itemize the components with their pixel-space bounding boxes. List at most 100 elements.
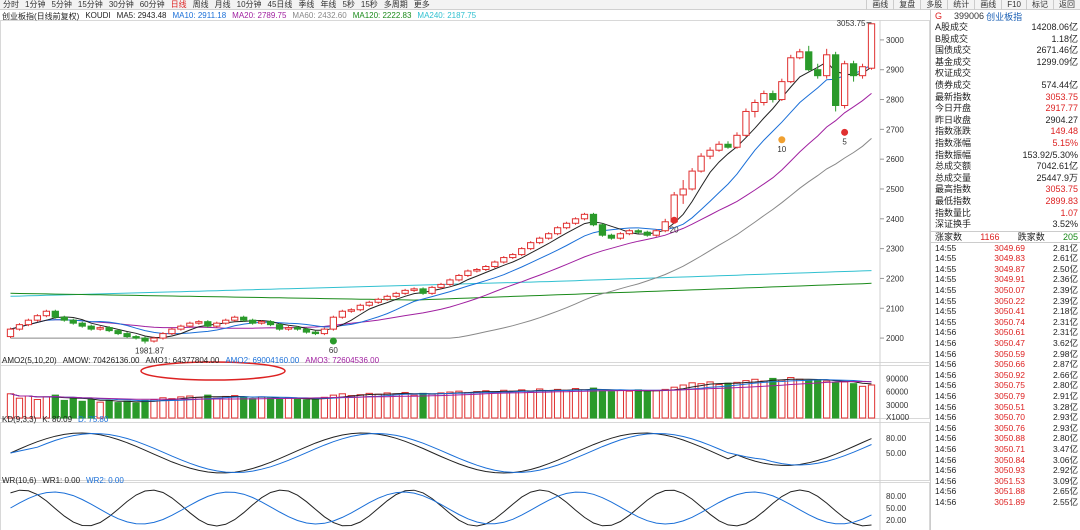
toolbar-button[interactable]: 复盘 (893, 0, 920, 10)
legend-ma10: MA10: 2911.18 (172, 11, 227, 20)
volume-bar (266, 397, 275, 419)
volume-bar (518, 389, 526, 419)
tick-amount: 2.87亿 (1052, 359, 1078, 370)
volume-bar (293, 398, 302, 419)
volume-bar (625, 390, 633, 419)
y-tick-label: 2000 (886, 334, 904, 343)
period-tab[interactable]: 1分钟 (25, 0, 46, 9)
candle-body (787, 57, 795, 83)
tick-row: 14:56 3051.88 2.65亿 (931, 486, 1080, 497)
kd-tick-label: 80.00 (886, 434, 907, 443)
volume-bar (634, 389, 642, 419)
candle-body (123, 333, 131, 338)
tick-price: 3050.59 (994, 348, 1025, 359)
period-tab[interactable]: 更多 (413, 0, 430, 9)
period-tab[interactable]: 年线 (320, 0, 337, 9)
candle-body (858, 66, 867, 77)
toolbar-button[interactable]: 返回 (1053, 0, 1080, 10)
up-count: 1166 (980, 231, 1000, 242)
amo-tick-label: 30000 (886, 401, 909, 410)
tick-amount: 3.62亿 (1052, 338, 1078, 349)
volume-bar (213, 397, 221, 419)
tick-time: 14:56 (935, 465, 957, 476)
volume-bar (679, 384, 687, 419)
toolbar-button[interactable]: F10 (1001, 0, 1026, 10)
marker-20-label: 20 (670, 225, 679, 234)
toolbar-button[interactable]: 画线 (866, 0, 893, 10)
period-tab[interactable]: 60分钟 (139, 0, 165, 9)
wr-tick-label: 20.00 (886, 516, 907, 525)
period-tab[interactable]: 季线 (298, 0, 315, 9)
period-tab[interactable]: 月线 (214, 0, 231, 9)
y-tick-label: 3000 (886, 36, 904, 45)
period-tab[interactable]: 多周期 (383, 0, 408, 9)
chart-area[interactable]: 3000 2900 2800 2700 2600 2500 2400 2300 2200 2100… (0, 10, 930, 530)
volume-bar (751, 378, 759, 419)
volume-bar (33, 399, 42, 419)
period-tab[interactable]: 周线 (192, 0, 209, 9)
volume-bar (509, 390, 517, 419)
marker-20-dot (670, 216, 678, 224)
kd-k: K: 80.09 (42, 415, 73, 424)
candle-body (24, 319, 33, 326)
tick-time: 14:56 (935, 433, 957, 444)
tick-row: 14:56 3050.66 2.87亿 (931, 359, 1080, 370)
quote-value: 5.15% (1052, 137, 1078, 148)
candle-body (204, 321, 212, 327)
quote-row: 最低指数 2899.83 (931, 196, 1080, 208)
volume-bar (249, 398, 257, 419)
period-tab[interactable]: 15秒 (360, 0, 378, 9)
toolbar-button[interactable]: 统计 (947, 0, 974, 10)
tick-amount: 2.93亿 (1052, 422, 1078, 433)
tick-price: 3050.71 (994, 443, 1025, 454)
volume-bar (141, 399, 149, 419)
candle-body (733, 134, 741, 148)
candle-body (571, 218, 580, 224)
volume-bar (840, 381, 849, 419)
period-tab[interactable]: 分时 (3, 0, 19, 9)
tick-row: 14:55 3050.74 2.31亿 (931, 317, 1080, 328)
toolbar-button[interactable]: 画线 (974, 0, 1001, 10)
volume-bar (410, 394, 418, 419)
quote-row: 基金成交 1299.09亿 (931, 57, 1080, 69)
chart-svg[interactable]: 3000 2900 2800 2700 2600 2500 2400 2300 2200 2100… (0, 10, 930, 530)
tick-price: 3051.88 (994, 486, 1025, 497)
period-tab[interactable]: 5分钟 (51, 0, 72, 9)
volume-bar (195, 396, 203, 419)
volume-bar (733, 381, 741, 419)
amo-legend: AMO2(5,10,20) AMOW: 70426136.00 AMO1: 64… (2, 356, 379, 365)
tick-price: 3049.83 (994, 253, 1025, 264)
toolbar-button[interactable]: 标记 (1026, 0, 1053, 10)
volume-bar (455, 390, 463, 419)
quote-row: 指数涨跌 149.48 (931, 126, 1080, 138)
marker-10-label: 10 (777, 145, 786, 154)
period-tab[interactable]: 15分钟 (77, 0, 103, 9)
volume-bar (464, 391, 472, 419)
period-tab[interactable]: 日线 (170, 0, 187, 9)
toolbar-button[interactable]: 多股 (920, 0, 947, 10)
candle-body (186, 322, 194, 327)
volume-bar (858, 385, 867, 419)
tick-price: 3050.61 (994, 327, 1025, 338)
volume-bar (553, 388, 562, 419)
tick-price: 3050.92 (994, 369, 1025, 380)
period-tab[interactable]: 10分钟 (236, 0, 262, 9)
tick-list[interactable]: 14:55 3049.69 2.81亿 14:55 3049.83 2.61亿 14:55 3… (931, 243, 1080, 508)
legend-ma120: MA120: 2222.83 (352, 11, 412, 20)
tick-row: 14:56 3050.47 3.62亿 (931, 338, 1080, 349)
quote-tag: G (935, 11, 943, 21)
period-tab[interactable]: 30分钟 (108, 0, 134, 9)
volume-bar (823, 380, 831, 419)
candle-body (491, 261, 499, 268)
tick-amount: 2.80亿 (1052, 380, 1078, 391)
ma60-line (10, 138, 872, 339)
period-tab[interactable]: 45日线 (267, 0, 293, 9)
candle-body (132, 336, 140, 339)
tick-time: 14:56 (935, 327, 957, 338)
period-tab[interactable]: 5秒 (342, 0, 355, 9)
panel-frame (0, 422, 930, 481)
volume-bar (51, 394, 59, 419)
ma5-line (10, 61, 872, 338)
volume-bar (78, 400, 86, 419)
quote-label: 国债成交 (935, 45, 972, 56)
